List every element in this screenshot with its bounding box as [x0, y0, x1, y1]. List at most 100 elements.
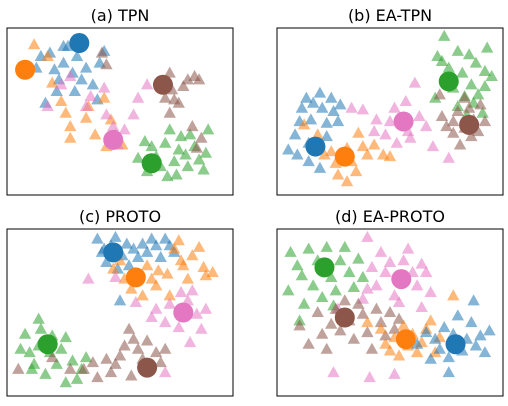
point-green — [145, 140, 158, 152]
point-blue — [334, 98, 347, 110]
point-orange — [192, 240, 206, 252]
point-brown — [149, 346, 163, 358]
point-blue — [79, 61, 93, 73]
point-brown — [140, 334, 154, 346]
point-blue — [302, 155, 315, 167]
point-pink — [379, 128, 392, 140]
centroid-green — [141, 153, 162, 174]
point-blue — [50, 84, 63, 97]
point-green — [338, 240, 351, 252]
point-blue — [291, 148, 304, 160]
point-blue — [442, 351, 455, 363]
point-orange — [64, 131, 77, 143]
point-pink — [64, 69, 77, 81]
point-green — [179, 148, 192, 160]
point-blue — [48, 63, 61, 75]
point-pink — [41, 99, 54, 112]
point-blue — [57, 39, 70, 51]
point-green — [79, 351, 93, 363]
centroid-blue — [69, 33, 90, 54]
point-brown — [302, 337, 315, 349]
point-brown — [186, 120, 199, 132]
point-brown — [122, 322, 136, 334]
centroid-green — [438, 71, 459, 92]
point-brown — [352, 297, 365, 309]
point-pink — [118, 123, 131, 135]
point-blue — [295, 101, 309, 113]
point-green — [451, 44, 464, 56]
point-brown — [190, 141, 204, 153]
point-blue — [320, 116, 333, 128]
point-orange — [27, 38, 41, 50]
point-pink — [404, 131, 417, 143]
point-green — [161, 170, 174, 182]
centroid-pink — [103, 129, 124, 150]
point-green — [55, 342, 68, 354]
point-blue — [282, 143, 295, 155]
point-brown — [388, 322, 401, 334]
point-pink — [159, 366, 172, 378]
point-blue — [120, 237, 133, 249]
point-brown — [379, 329, 392, 341]
point-brown — [325, 317, 338, 329]
point-green — [23, 346, 36, 358]
point-blue — [122, 259, 136, 271]
point-green — [456, 66, 469, 78]
point-orange — [174, 254, 188, 266]
point-orange — [361, 148, 374, 160]
point-brown — [356, 307, 370, 319]
point-brown — [64, 362, 77, 374]
point-orange — [149, 279, 163, 291]
point-brown — [159, 342, 172, 354]
point-green — [59, 376, 72, 388]
point-green — [291, 259, 304, 271]
point-brown — [177, 79, 190, 91]
data-marks — [12, 230, 219, 388]
point-blue — [127, 242, 140, 254]
point-brown — [172, 96, 185, 108]
point-blue — [451, 309, 464, 321]
point-orange — [424, 314, 437, 326]
point-green — [481, 41, 494, 53]
point-pink — [415, 300, 428, 313]
point-orange — [199, 269, 213, 281]
point-brown — [46, 351, 59, 363]
point-brown — [118, 339, 131, 351]
point-green — [163, 123, 176, 135]
point-green — [438, 29, 451, 41]
centroid-brown — [334, 307, 355, 328]
point-green — [478, 79, 492, 91]
point-pink — [361, 282, 374, 294]
point-blue — [483, 324, 496, 336]
centroid-blue — [103, 242, 124, 263]
centroid-pink — [391, 269, 412, 290]
centroid-orange — [125, 267, 146, 288]
point-blue — [140, 245, 154, 257]
point-brown — [474, 98, 487, 110]
point-blue — [320, 130, 333, 142]
point-green — [485, 69, 498, 81]
point-blue — [424, 352, 437, 364]
point-blue — [86, 78, 100, 90]
point-brown — [12, 362, 25, 374]
point-pink — [399, 94, 412, 107]
point-brown — [100, 352, 113, 364]
point-green — [25, 362, 39, 374]
point-blue — [429, 332, 442, 344]
point-brown — [453, 138, 467, 150]
point-brown — [478, 115, 492, 127]
point-pink — [84, 89, 97, 102]
point-pink — [408, 76, 422, 88]
point-brown — [163, 106, 176, 118]
point-green — [192, 153, 206, 165]
point-green — [131, 151, 145, 163]
point-orange — [145, 272, 158, 284]
point-orange — [374, 322, 388, 334]
point-pink — [145, 311, 158, 323]
data-marks — [282, 29, 498, 187]
point-pink — [388, 289, 401, 301]
point-blue — [331, 115, 345, 127]
panel-d: (d) EA-PROTO — [276, 207, 504, 397]
point-green — [181, 160, 194, 172]
